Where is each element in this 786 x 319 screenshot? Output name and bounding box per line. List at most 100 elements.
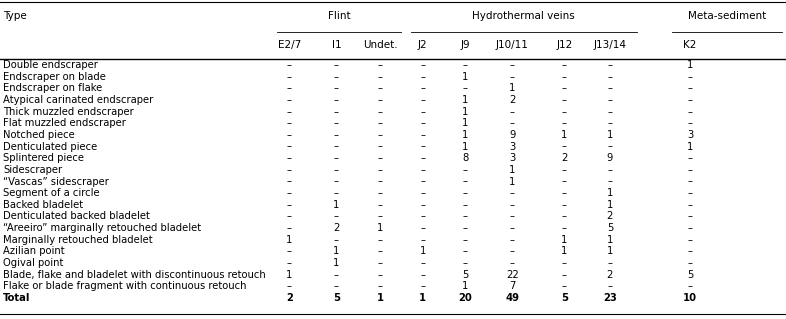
Text: –: –: [287, 153, 292, 163]
Text: –: –: [378, 130, 383, 140]
Text: –: –: [378, 211, 383, 221]
Text: Flake or blade fragment with continuous retouch: Flake or blade fragment with continuous …: [3, 281, 247, 291]
Text: –: –: [334, 211, 339, 221]
Text: 1: 1: [687, 142, 693, 152]
Text: “Vascas” sidescraper: “Vascas” sidescraper: [3, 176, 109, 187]
Text: –: –: [562, 95, 567, 105]
Text: –: –: [334, 130, 339, 140]
Text: –: –: [510, 211, 515, 221]
Text: –: –: [510, 223, 515, 233]
Text: 1: 1: [561, 235, 567, 245]
Text: –: –: [562, 142, 567, 152]
Text: –: –: [421, 176, 425, 187]
Text: –: –: [287, 258, 292, 268]
Text: –: –: [421, 130, 425, 140]
Text: –: –: [421, 165, 425, 175]
Text: –: –: [287, 281, 292, 291]
Text: 1: 1: [607, 235, 613, 245]
Text: –: –: [688, 246, 692, 256]
Text: 1: 1: [286, 270, 292, 280]
Text: 1: 1: [376, 293, 384, 303]
Text: –: –: [608, 95, 612, 105]
Text: E2/7: E2/7: [277, 40, 301, 50]
Text: –: –: [562, 258, 567, 268]
Text: Undet.: Undet.: [363, 40, 398, 50]
Text: –: –: [378, 72, 383, 82]
Text: –: –: [463, 60, 468, 70]
Text: 1: 1: [509, 176, 516, 187]
Text: –: –: [608, 83, 612, 93]
Text: –: –: [378, 235, 383, 245]
Text: –: –: [421, 83, 425, 93]
Text: –: –: [562, 223, 567, 233]
Text: –: –: [562, 60, 567, 70]
Text: Hydrothermal veins: Hydrothermal veins: [472, 11, 575, 21]
Text: –: –: [421, 235, 425, 245]
Text: –: –: [463, 165, 468, 175]
Text: Denticulated backed bladelet: Denticulated backed bladelet: [3, 211, 150, 221]
Text: 1: 1: [462, 130, 468, 140]
Text: Endscraper on flake: Endscraper on flake: [3, 83, 102, 93]
Text: –: –: [463, 235, 468, 245]
Text: –: –: [688, 223, 692, 233]
Text: 20: 20: [458, 293, 472, 303]
Text: –: –: [421, 211, 425, 221]
Text: Notched piece: Notched piece: [3, 130, 75, 140]
Text: –: –: [287, 60, 292, 70]
Text: 1: 1: [607, 200, 613, 210]
Text: –: –: [378, 246, 383, 256]
Text: –: –: [608, 118, 612, 128]
Text: –: –: [334, 153, 339, 163]
Text: –: –: [562, 107, 567, 117]
Text: –: –: [688, 211, 692, 221]
Text: –: –: [378, 258, 383, 268]
Text: –: –: [421, 258, 425, 268]
Text: –: –: [562, 176, 567, 187]
Text: –: –: [334, 235, 339, 245]
Text: J10/11: J10/11: [496, 40, 529, 50]
Text: Backed bladelet: Backed bladelet: [3, 200, 83, 210]
Text: –: –: [378, 165, 383, 175]
Text: –: –: [688, 153, 692, 163]
Text: –: –: [421, 200, 425, 210]
Text: 49: 49: [505, 293, 520, 303]
Text: –: –: [688, 235, 692, 245]
Text: –: –: [287, 188, 292, 198]
Text: –: –: [608, 107, 612, 117]
Text: J13/14: J13/14: [593, 40, 626, 50]
Text: 1: 1: [462, 118, 468, 128]
Text: –: –: [510, 246, 515, 256]
Text: –: –: [421, 188, 425, 198]
Text: Thick muzzled endscraper: Thick muzzled endscraper: [3, 107, 134, 117]
Text: J12: J12: [556, 40, 572, 50]
Text: –: –: [463, 223, 468, 233]
Text: J9: J9: [461, 40, 470, 50]
Text: –: –: [562, 83, 567, 93]
Text: 2: 2: [607, 270, 613, 280]
Text: 10: 10: [683, 293, 697, 303]
Text: 1: 1: [333, 246, 340, 256]
Text: –: –: [608, 258, 612, 268]
Text: –: –: [510, 118, 515, 128]
Text: –: –: [287, 72, 292, 82]
Text: –: –: [463, 83, 468, 93]
Text: –: –: [688, 188, 692, 198]
Text: –: –: [688, 72, 692, 82]
Text: –: –: [287, 130, 292, 140]
Text: –: –: [421, 142, 425, 152]
Text: –: –: [688, 258, 692, 268]
Text: –: –: [287, 142, 292, 152]
Text: –: –: [421, 107, 425, 117]
Text: 2: 2: [509, 95, 516, 105]
Text: –: –: [378, 200, 383, 210]
Text: 1: 1: [462, 281, 468, 291]
Text: Atypical carinated endscraper: Atypical carinated endscraper: [3, 95, 153, 105]
Text: Double endscraper: Double endscraper: [3, 60, 98, 70]
Text: –: –: [510, 188, 515, 198]
Text: –: –: [287, 211, 292, 221]
Text: Total: Total: [3, 293, 31, 303]
Text: –: –: [378, 118, 383, 128]
Text: –: –: [562, 200, 567, 210]
Text: –: –: [334, 165, 339, 175]
Text: –: –: [608, 281, 612, 291]
